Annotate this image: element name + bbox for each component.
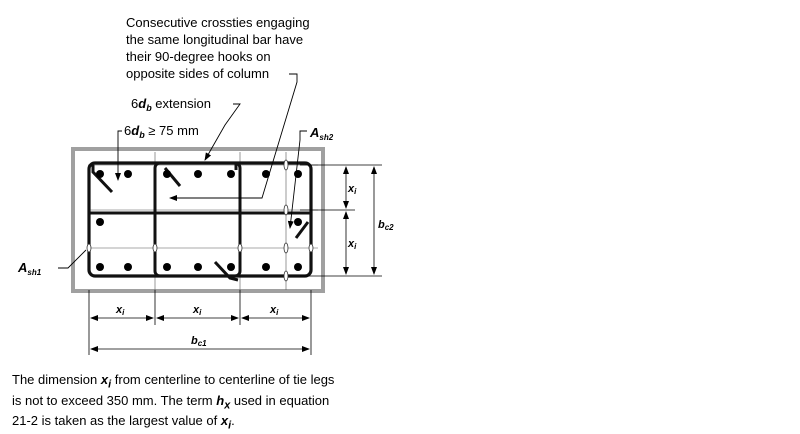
xi-horizontal-1: xi (115, 304, 125, 317)
xi-vertical-top: xi (347, 183, 357, 196)
xi-vertical-bottom: xi (347, 238, 357, 251)
vertical-dimensions (300, 164, 382, 277)
min-length-label: 6db ≥ 75 mm (124, 123, 199, 140)
horizontal-dimensions (88, 290, 312, 355)
caption: The dimension xi from centerline to cent… (12, 372, 335, 432)
bc1-label: bc1 (191, 335, 207, 348)
xi-horizontal-3: xi (269, 304, 279, 317)
leader-lines (58, 73, 307, 269)
column-section-diagram: Consecutive crossties engaging the same … (17, 15, 394, 355)
bc2-label: bc2 (378, 219, 394, 232)
extension-label: 6db extension (131, 96, 211, 113)
xi-horizontal-2: xi (192, 304, 202, 317)
longitudinal-bars (96, 170, 302, 271)
ash1-label: Ash1 (17, 260, 42, 277)
tie-leg-marks (86, 159, 314, 282)
inner-ties (89, 161, 311, 282)
crossties-note: Consecutive crossties engaging the same … (126, 15, 313, 81)
ash2-label: Ash2 (309, 125, 334, 142)
